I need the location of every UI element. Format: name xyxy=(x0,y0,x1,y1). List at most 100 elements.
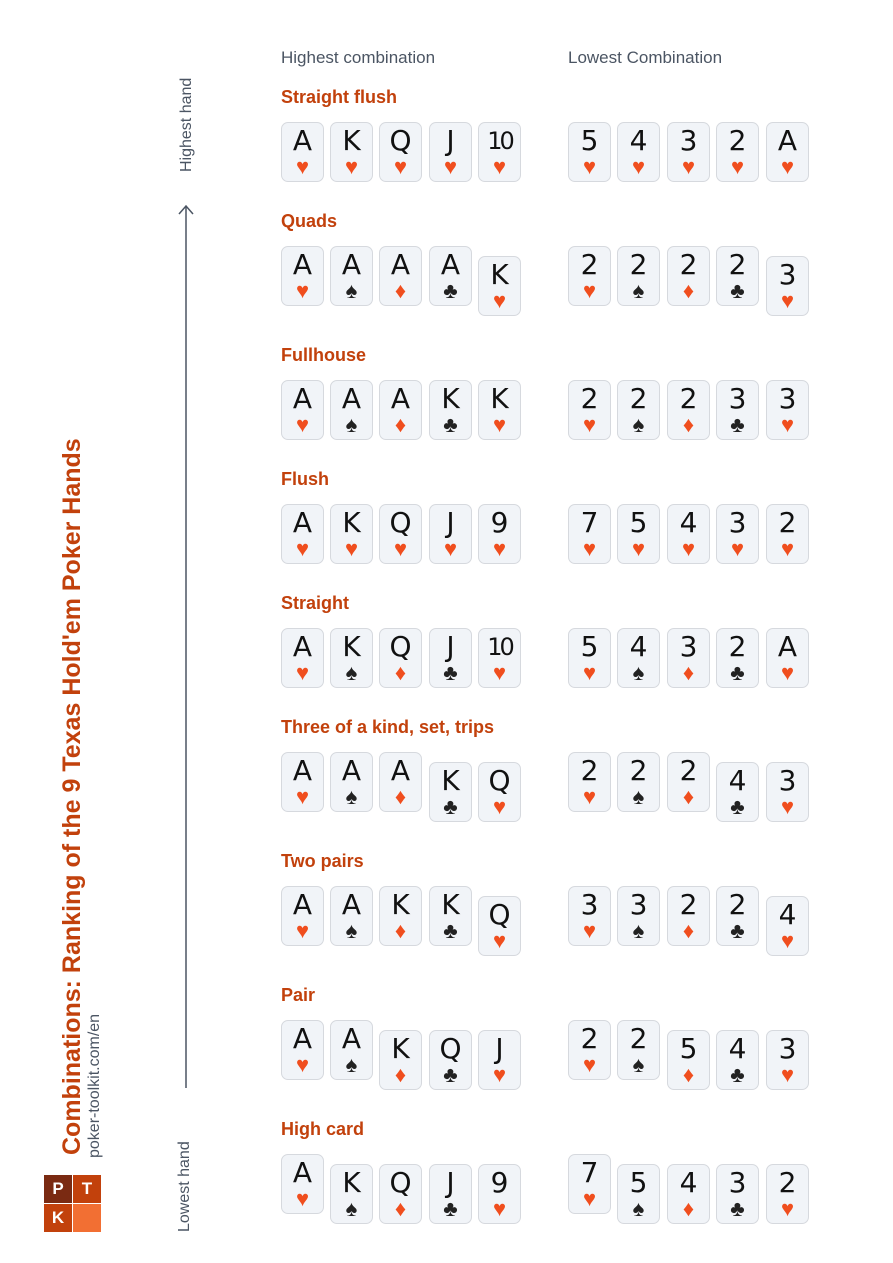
playing-card: 5 ♥ xyxy=(568,628,611,688)
playing-card: Q ♦ xyxy=(379,1164,422,1224)
card-rank: 2 xyxy=(580,1022,599,1055)
playing-card: 5 ♠ xyxy=(617,1164,660,1224)
playing-card: 2 ♥ xyxy=(568,752,611,812)
playing-card: 3 ♣ xyxy=(716,380,759,440)
playing-card: A ♦ xyxy=(379,380,422,440)
playing-card: 2 ♠ xyxy=(617,246,660,306)
playing-card: J ♣ xyxy=(429,628,472,688)
hand-title: Pair xyxy=(281,985,316,1005)
heart-icon: ♥ xyxy=(295,918,310,943)
heart-icon: ♥ xyxy=(295,154,310,179)
playing-card: 2 ♣ xyxy=(716,886,759,946)
card-rank: J xyxy=(446,124,455,157)
playing-card: A ♥ xyxy=(281,628,324,688)
logo-tile: P xyxy=(44,1175,72,1203)
card-rank: 10 xyxy=(487,127,515,155)
playing-card: Q ♥ xyxy=(478,762,521,822)
card-rank: 3 xyxy=(679,630,698,663)
heart-icon: ♥ xyxy=(582,278,597,303)
card-rank: 3 xyxy=(580,888,599,921)
heart-icon: ♥ xyxy=(631,154,646,179)
club-icon: ♣ xyxy=(443,794,458,819)
club-icon: ♣ xyxy=(730,660,745,685)
spade-icon: ♠ xyxy=(632,784,645,809)
card-rank: 2 xyxy=(629,382,648,415)
playing-card: A ♥ xyxy=(766,122,809,182)
diamond-icon: ♦ xyxy=(394,918,407,943)
card-rank: 3 xyxy=(728,1166,747,1199)
spade-icon: ♠ xyxy=(632,1196,645,1221)
diamond-icon: ♦ xyxy=(394,660,407,685)
card-rank: K xyxy=(342,506,361,539)
card-rank: J xyxy=(446,506,455,539)
card-rank: 2 xyxy=(629,1022,648,1055)
club-icon: ♣ xyxy=(443,278,458,303)
playing-card: 2 ♣ xyxy=(716,246,759,306)
diamond-icon: ♦ xyxy=(394,278,407,303)
card-rank: Q xyxy=(389,1166,412,1199)
card-rank: A xyxy=(292,754,313,787)
playing-card: A ♠ xyxy=(330,752,373,812)
playing-card: 7 ♥ xyxy=(568,504,611,564)
playing-card: 4 ♥ xyxy=(667,504,710,564)
card-rank: Q xyxy=(488,898,511,931)
card-rank: 2 xyxy=(679,382,698,415)
playing-card: 2 ♥ xyxy=(766,1164,809,1224)
playing-card: 4 ♦ xyxy=(667,1164,710,1224)
heart-icon: ♥ xyxy=(582,1052,597,1077)
card-rank: K xyxy=(342,124,361,157)
card-rank: 2 xyxy=(580,382,599,415)
card-rank: A xyxy=(292,888,313,921)
heart-icon: ♥ xyxy=(780,154,795,179)
heart-icon: ♥ xyxy=(582,1186,597,1211)
heart-icon: ♥ xyxy=(295,784,310,809)
card-rank: 2 xyxy=(629,248,648,281)
heart-icon: ♥ xyxy=(780,1196,795,1221)
highest-combination-header: Highest combination xyxy=(281,48,436,67)
site-url: poker-toolkit.com/en xyxy=(86,1013,103,1158)
card-rank: A xyxy=(440,248,461,281)
heart-icon: ♥ xyxy=(492,412,507,437)
playing-card: A ♠ xyxy=(330,380,373,440)
card-rank: Q xyxy=(389,630,412,663)
playing-card: 4 ♣ xyxy=(716,1030,759,1090)
playing-card: A ♠ xyxy=(330,886,373,946)
playing-card: K ♥ xyxy=(330,504,373,564)
diamond-icon: ♦ xyxy=(682,918,695,943)
hand-title: Two pairs xyxy=(281,851,364,871)
club-icon: ♣ xyxy=(443,1062,458,1087)
heart-icon: ♥ xyxy=(582,412,597,437)
playing-card: A ♥ xyxy=(281,504,324,564)
club-icon: ♣ xyxy=(730,918,745,943)
card-rank: 2 xyxy=(580,248,599,281)
playing-card: K ♣ xyxy=(429,762,472,822)
playing-card: A ♥ xyxy=(281,380,324,440)
card-rank: A xyxy=(341,248,362,281)
heart-icon: ♥ xyxy=(780,928,795,953)
playing-card: 3 ♥ xyxy=(716,504,759,564)
card-rank: 3 xyxy=(778,258,797,291)
card-rank: 7 xyxy=(580,506,599,539)
spade-icon: ♠ xyxy=(345,1052,358,1077)
playing-card: 10 ♥ xyxy=(478,628,521,688)
playing-card: A ♥ xyxy=(281,122,324,182)
playing-card: K ♥ xyxy=(478,256,521,316)
club-icon: ♣ xyxy=(730,278,745,303)
card-rank: K xyxy=(342,630,361,663)
playing-card: 9 ♥ xyxy=(478,504,521,564)
playing-card: A ♥ xyxy=(281,1154,324,1214)
card-rank: 3 xyxy=(778,764,797,797)
card-rank: 3 xyxy=(778,1032,797,1065)
playing-card: A ♥ xyxy=(281,246,324,306)
logo-tile xyxy=(73,1204,101,1232)
card-rank: 2 xyxy=(778,1166,797,1199)
card-rank: A xyxy=(390,382,411,415)
playing-card: A ♦ xyxy=(379,752,422,812)
heart-icon: ♥ xyxy=(295,536,310,561)
playing-card: K ♣ xyxy=(429,380,472,440)
playing-card: 3 ♥ xyxy=(766,256,809,316)
card-rank: A xyxy=(341,1022,362,1055)
hand-title: Quads xyxy=(281,211,338,231)
card-rank: A xyxy=(390,754,411,787)
heart-icon: ♥ xyxy=(631,536,646,561)
